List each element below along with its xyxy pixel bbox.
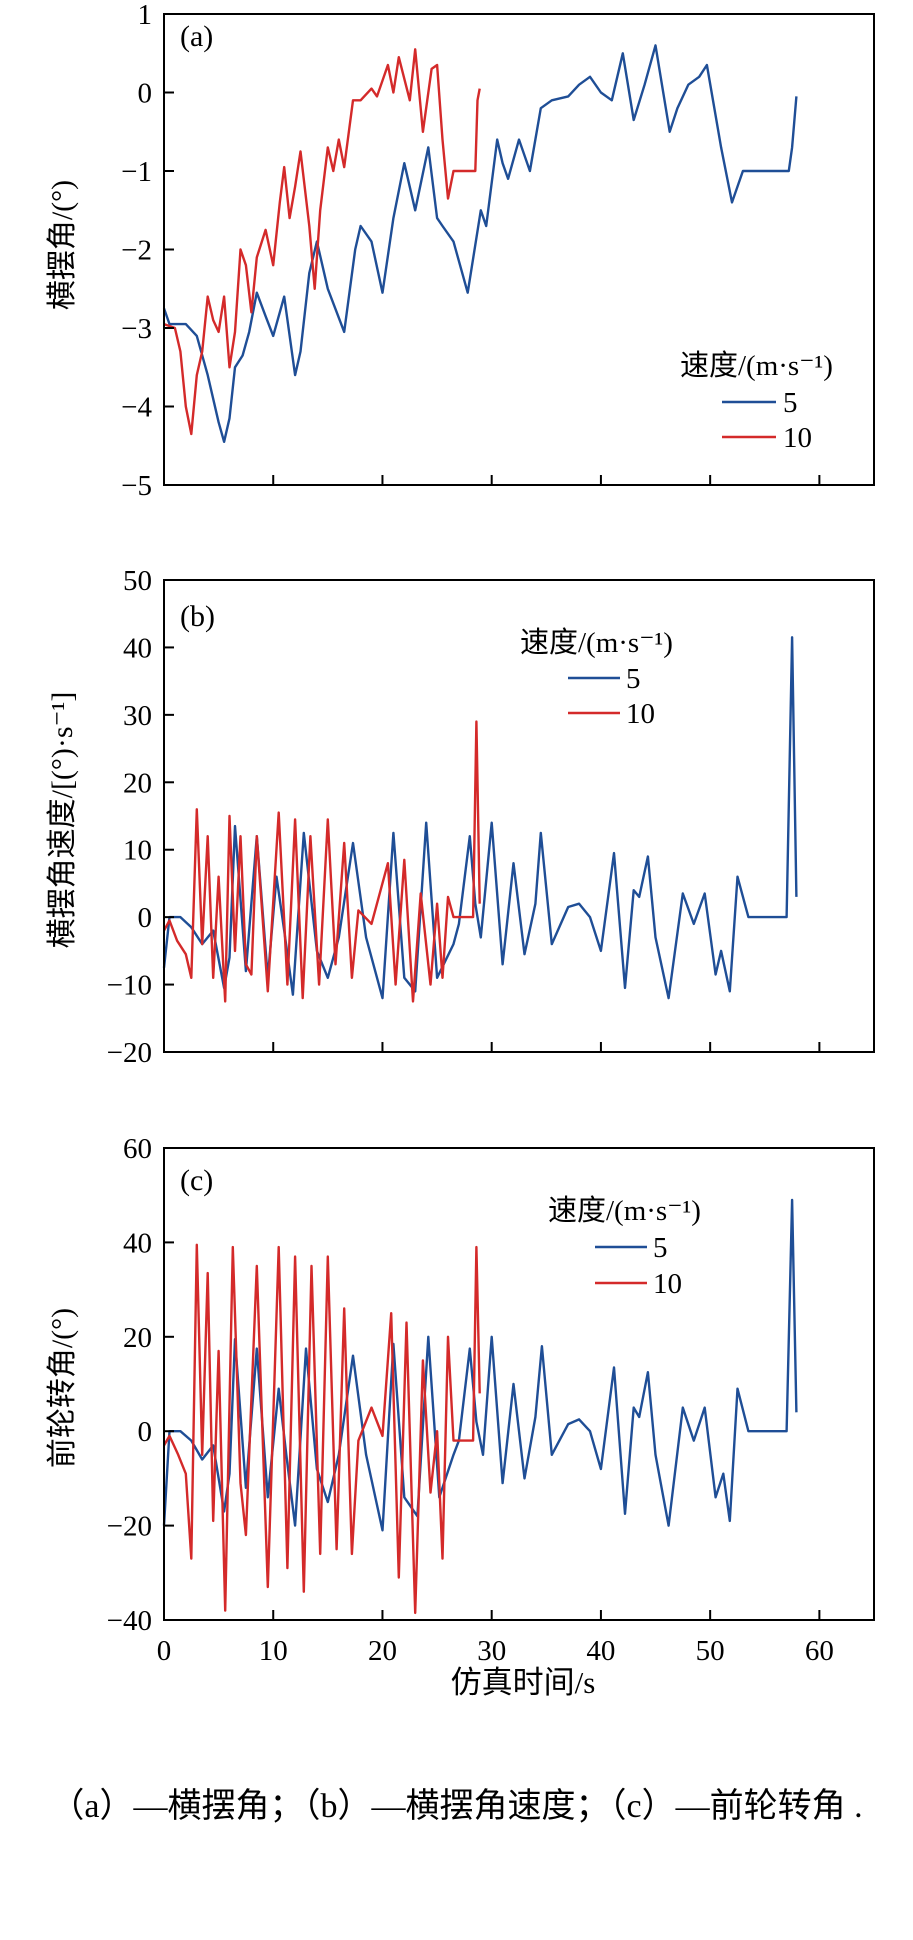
x-tick-label: 40 [586,1635,615,1667]
x-tick-label: 10 [259,1635,288,1667]
panel-a-legend-label-10: 10 [783,422,812,454]
y-tick-label: 10 [123,835,152,867]
panel-c-legend-label-5: 5 [653,1232,668,1264]
chart-panel-a: (a) 横摆角/(°) 速度/(m·s⁻¹) 5 10 10−1−2−3−4−5 [46,0,875,502]
y-tick-label: −2 [121,235,152,267]
panel-c-ylabel: 前轮转角/(°) [46,1308,79,1468]
series-line-5 [162,636,798,1000]
y-tick-label: 60 [123,1133,152,1165]
y-tick-label: 0 [138,78,153,110]
y-tick-label: −40 [107,1605,152,1637]
x-tick-label: 20 [368,1635,397,1667]
y-tick-label: −20 [107,1511,152,1543]
panel-b-legend-label-5: 5 [626,663,641,695]
y-tick-label: 30 [123,700,152,732]
series-line-10 [162,1243,481,1615]
panel-b-legend: 速度/(m·s⁻¹) 5 10 [520,626,673,730]
y-tick-label: 0 [138,902,153,934]
y-tick-label: −3 [121,313,152,345]
panel-b-legend-title: 速度/(m·s⁻¹) [520,626,673,659]
x-axis-label: 仿真时间/s [451,1665,596,1700]
chart-panel-c: (c) 前轮转角/(°) 速度/(m·s⁻¹) 5 10 60 40 20 0 −20 −… [46,1133,875,1667]
panel-c-legend: 速度/(m·s⁻¹) 5 10 [548,1194,701,1300]
panel-b-ylabel: 横摆角速度/[(°)·s⁻¹] [46,692,79,949]
series-line-10 [163,48,481,436]
plot-frame [163,1147,875,1621]
x-tick-label: 0 [157,1635,172,1667]
y-tick-label: −20 [107,1037,152,1069]
panel-c-legend-label-10: 10 [653,1268,682,1300]
y-tick-label: 50 [123,565,152,597]
series-line-10 [162,720,481,1003]
figure-caption: （a）—横摆角；（b）—横摆角速度；（c）—前轮转角 . [50,1788,863,1825]
series-line-5 [162,44,798,443]
panel-b-label: (b) [180,600,215,633]
plot-frame [163,579,875,1053]
series-line-5 [162,1198,798,1532]
panel-a-legend-label-5: 5 [783,387,798,419]
y-tick-label: 20 [123,1322,152,1354]
panel-c-legend-title: 速度/(m·s⁻¹) [548,1194,701,1227]
y-tick-label: −1 [121,156,152,188]
y-tick-label: −10 [107,970,152,1002]
panel-a-label: (a) [180,20,213,53]
y-tick-label: 1 [138,0,153,31]
panel-a-legend-title: 速度/(m·s⁻¹) [680,349,833,382]
y-tick-label: −4 [121,392,152,424]
panel-b-legend-label-10: 10 [626,698,655,730]
panel-c-label: (c) [180,1164,213,1197]
x-tick-label: 60 [805,1635,834,1667]
y-tick-label: 20 [123,767,152,799]
y-tick-label: −5 [121,470,152,502]
panel-a-ylabel: 横摆角/(°) [46,180,79,310]
y-tick-label: 40 [123,632,152,664]
x-tick-label: 30 [477,1635,506,1667]
y-tick-label: 40 [123,1227,152,1259]
x-tick-label: 50 [696,1635,725,1667]
panel-a-legend: 速度/(m·s⁻¹) 5 10 [680,349,833,454]
y-tick-label: 0 [138,1416,153,1448]
chart-panel-b: (b) 横摆角速度/[(°)·s⁻¹] 速度/(m·s⁻¹) 5 10 5040… [46,565,875,1069]
